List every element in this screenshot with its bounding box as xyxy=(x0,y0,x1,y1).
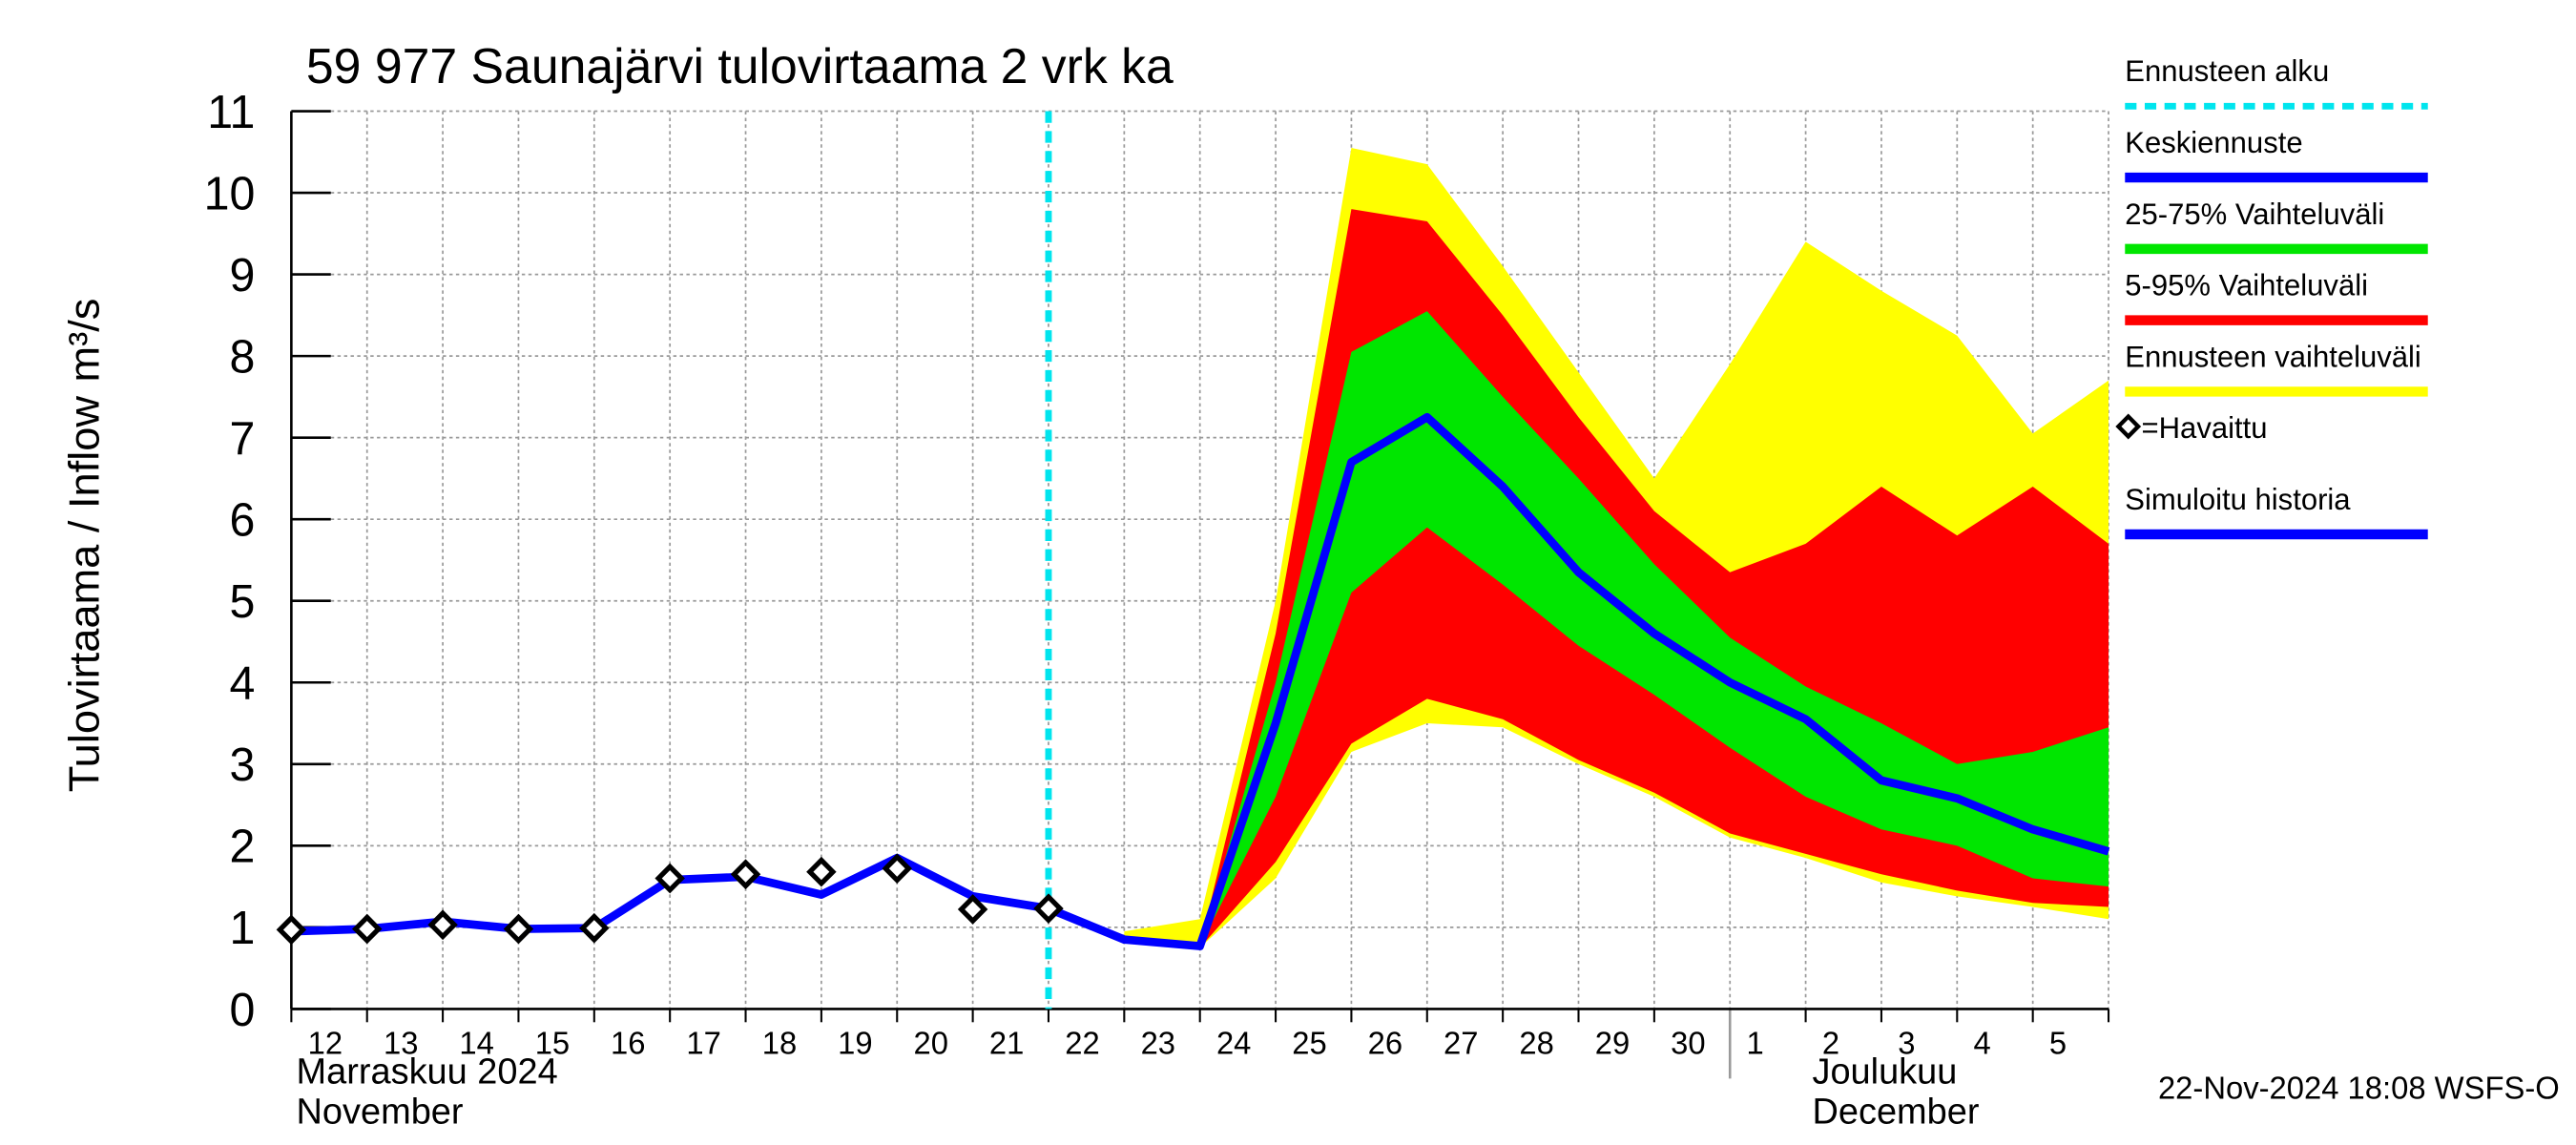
legend-label: 25-75% Vaihteluväli xyxy=(2125,198,2384,231)
month-label: December xyxy=(1812,1092,1979,1132)
x-tick-label: 25 xyxy=(1292,1025,1326,1060)
x-tick-label: 22 xyxy=(1065,1025,1099,1060)
legend-marker xyxy=(2115,413,2142,440)
legend-label: Keskiennuste xyxy=(2125,126,2302,159)
x-tick-label: 19 xyxy=(838,1025,872,1060)
timestamp: 22-Nov-2024 18:08 WSFS-O xyxy=(2158,1070,2560,1105)
y-tick-label: 2 xyxy=(230,822,256,873)
x-tick-label: 30 xyxy=(1671,1025,1705,1060)
legend-label: Ennusteen vaihteluväli xyxy=(2125,340,2421,373)
x-tick-label: 15 xyxy=(535,1025,570,1060)
forecast-band xyxy=(1124,311,2109,947)
y-tick-label: 4 xyxy=(230,657,256,709)
x-tick-label: 26 xyxy=(1368,1025,1402,1060)
y-tick-label: 9 xyxy=(230,250,256,302)
y-tick-label: 8 xyxy=(230,331,256,383)
x-tick-label: 29 xyxy=(1595,1025,1630,1060)
legend-label: Ennusteen alku xyxy=(2125,54,2329,88)
observed-point xyxy=(957,894,988,925)
y-tick-label: 6 xyxy=(230,494,256,546)
observed-point xyxy=(579,912,610,944)
month-label: November xyxy=(297,1092,464,1132)
month-label: Joulukuu xyxy=(1812,1052,1957,1093)
x-tick-label: 13 xyxy=(384,1025,418,1060)
chart-title: 59 977 Saunajärvi tulovirtaama 2 vrk ka xyxy=(306,39,1174,94)
month-label: Marraskuu 2024 xyxy=(297,1052,558,1093)
y-axis-label: Tulovirtaama / Inflow xyxy=(60,395,109,792)
x-tick-label: 5 xyxy=(2049,1025,2067,1060)
observed-point xyxy=(806,856,837,887)
x-tick-label: 1 xyxy=(1746,1025,1763,1060)
y-tick-label: 1 xyxy=(230,903,256,954)
observed-point xyxy=(654,863,685,894)
x-tick-label: 2 xyxy=(1822,1025,1839,1060)
x-tick-label: 3 xyxy=(1898,1025,1915,1060)
x-tick-label: 16 xyxy=(611,1025,645,1060)
y-tick-label: 10 xyxy=(204,168,256,219)
x-tick-label: 24 xyxy=(1216,1025,1251,1060)
series-line xyxy=(1047,412,2110,950)
observed-point xyxy=(351,913,383,945)
legend-label: =Havaittu xyxy=(2142,411,2268,445)
y-tick-label: 5 xyxy=(230,576,256,628)
y-tick-label: 0 xyxy=(230,985,256,1036)
x-tick-label: 21 xyxy=(989,1025,1024,1060)
x-tick-label: 14 xyxy=(459,1025,493,1060)
x-tick-label: 28 xyxy=(1519,1025,1553,1060)
x-tick-label: 23 xyxy=(1141,1025,1175,1060)
y-tick-label: 11 xyxy=(207,87,255,138)
legend-label: Simuloitu historia xyxy=(2125,483,2351,516)
observed-point xyxy=(730,859,761,890)
observed-point xyxy=(427,909,458,941)
observed-point xyxy=(503,913,534,945)
observed-point xyxy=(882,853,912,885)
y-tick-label: 7 xyxy=(230,413,256,465)
x-tick-label: 4 xyxy=(1974,1025,1991,1060)
x-tick-label: 27 xyxy=(1444,1025,1478,1060)
x-tick-label: 18 xyxy=(762,1025,797,1060)
observed-point xyxy=(276,914,307,946)
y-axis-unit: m³/s xyxy=(60,299,109,383)
legend-label: 5-95% Vaihteluväli xyxy=(2125,268,2368,302)
x-tick-label: 17 xyxy=(686,1025,720,1060)
x-tick-label: 20 xyxy=(914,1025,948,1060)
x-tick-label: 12 xyxy=(308,1025,343,1060)
y-tick-label: 3 xyxy=(230,739,256,791)
observed-point xyxy=(1033,893,1064,925)
